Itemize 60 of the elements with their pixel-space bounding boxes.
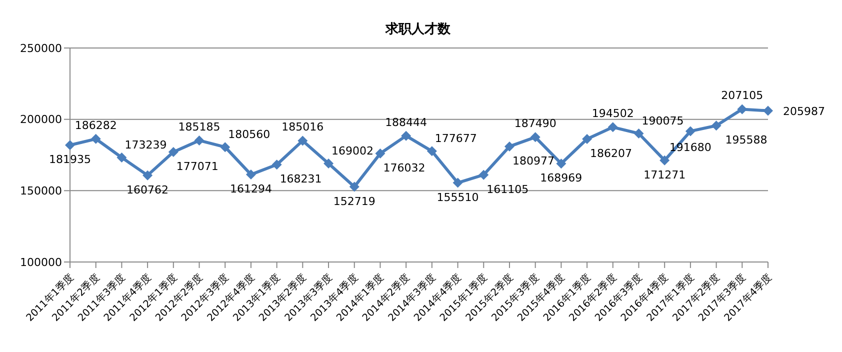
data-label: 160762 xyxy=(126,183,169,196)
data-label: 161294 xyxy=(230,182,272,196)
data-label: 177677 xyxy=(434,132,477,146)
point xyxy=(660,155,670,166)
chart-title: 求职人才数 xyxy=(384,21,452,39)
point xyxy=(142,170,153,180)
point xyxy=(246,170,256,180)
point xyxy=(220,142,230,152)
y-tick-label: 200000 xyxy=(20,113,62,126)
y-tick-label: 100000 xyxy=(20,256,62,269)
data-label: 195588 xyxy=(725,134,768,147)
point xyxy=(272,160,282,170)
data-label: 180977 xyxy=(512,154,554,168)
data-label: 173239 xyxy=(124,138,167,152)
y-tick-label: 250000 xyxy=(20,42,62,55)
data-label: 185016 xyxy=(282,120,324,134)
point xyxy=(298,136,308,146)
data-label: 176032 xyxy=(383,162,426,175)
point xyxy=(685,126,696,136)
data-label: 171271 xyxy=(644,168,686,182)
point xyxy=(452,178,463,188)
point xyxy=(711,120,722,131)
data-label: 177071 xyxy=(176,160,218,174)
point xyxy=(194,135,204,146)
data-label: 180560 xyxy=(228,128,270,142)
data-label: 190075 xyxy=(642,114,684,128)
point xyxy=(65,140,75,150)
data-label: 185185 xyxy=(178,120,220,134)
point xyxy=(349,182,360,192)
data-label: 181935 xyxy=(49,153,91,166)
data-label: 186282 xyxy=(74,118,117,132)
point xyxy=(556,158,566,169)
data-label: 161105 xyxy=(486,182,529,196)
point xyxy=(116,152,127,163)
data-label: 186207 xyxy=(590,147,632,160)
data-label: 194502 xyxy=(592,107,634,120)
point xyxy=(375,148,386,159)
point xyxy=(634,128,644,138)
point xyxy=(168,147,178,158)
point xyxy=(324,158,334,169)
point xyxy=(737,104,748,114)
data-label: 187490 xyxy=(514,117,556,130)
data-label: 205987 xyxy=(783,104,825,118)
y-tick-label: 150000 xyxy=(20,184,62,198)
data-label: 207105 xyxy=(721,89,764,102)
data-label: 168969 xyxy=(540,172,582,185)
point xyxy=(504,141,514,152)
point xyxy=(763,106,773,116)
point xyxy=(426,146,437,156)
data-label: 152719 xyxy=(333,194,376,208)
point xyxy=(478,170,489,180)
point xyxy=(608,122,618,132)
data-label: 169002 xyxy=(332,144,374,158)
point xyxy=(90,134,101,144)
data-label: 168231 xyxy=(280,172,322,186)
data-label: 155510 xyxy=(436,190,479,204)
data-label: 188444 xyxy=(385,116,428,129)
point xyxy=(401,130,412,141)
point xyxy=(530,132,540,142)
point xyxy=(582,134,592,144)
